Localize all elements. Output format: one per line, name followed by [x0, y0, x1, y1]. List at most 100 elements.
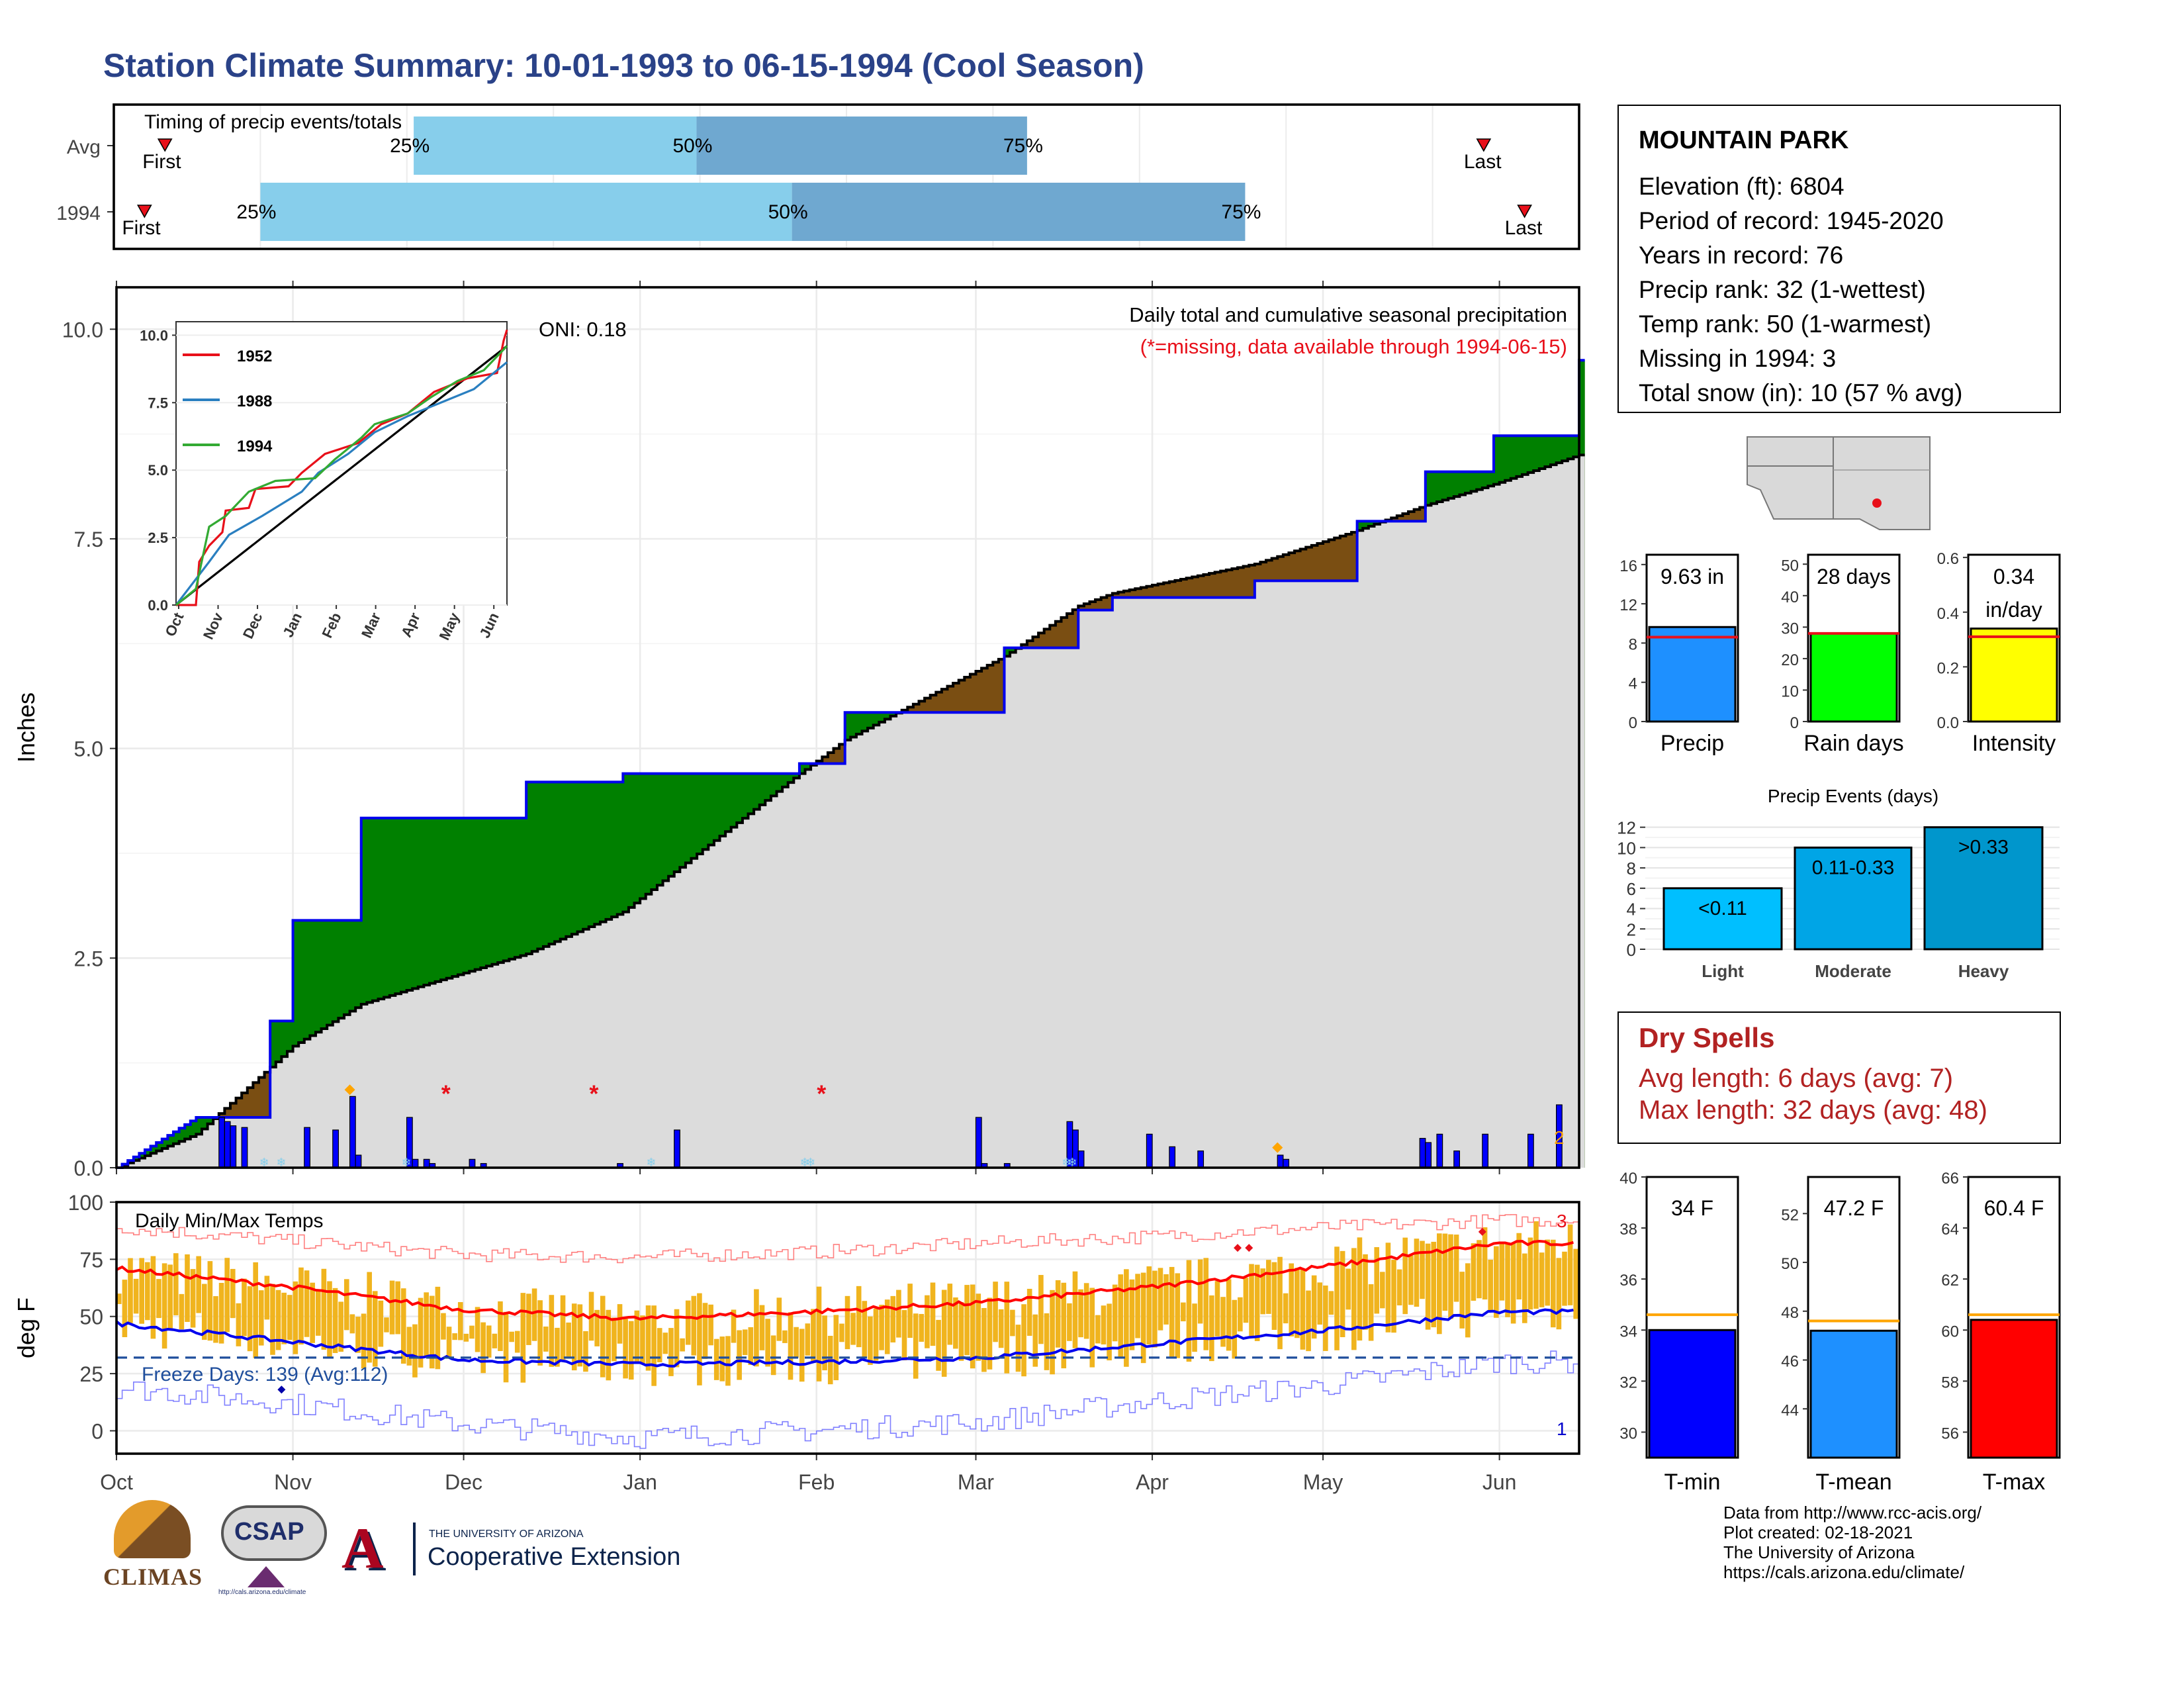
inset-legend-label: 1952	[237, 348, 272, 365]
daily-temp-bar	[1328, 1291, 1334, 1315]
daily-temp-bar	[998, 1309, 1004, 1348]
daily-temp-bar	[287, 1295, 293, 1340]
daily-temp-bar	[1527, 1237, 1533, 1310]
station-line: Temp rank: 50 (1-warmest)	[1639, 310, 1932, 338]
daily-precip-bar	[349, 1096, 356, 1168]
daily-temp-bar	[839, 1323, 844, 1342]
daily-temp-bar	[976, 1293, 981, 1361]
daily-precip-bar	[1277, 1154, 1284, 1168]
daily-temp-bar	[1181, 1302, 1186, 1322]
daily-temp-bar	[833, 1315, 839, 1381]
temp-summary-y-tick-label: 66	[1941, 1170, 1959, 1188]
daily-temp-bar	[759, 1305, 765, 1350]
record-high-marker-icon	[1234, 1244, 1242, 1252]
daily-temp-bar	[1351, 1248, 1357, 1350]
daily-temp-bar	[321, 1268, 327, 1350]
daily-temp-bar	[1192, 1303, 1197, 1352]
daily-temp-bar	[270, 1284, 275, 1355]
snow-marker-icon: ❄	[1068, 1156, 1077, 1169]
ua-small-text: THE UNIVERSITY OF ARIZONA	[429, 1528, 584, 1540]
daily-temp-bar	[1271, 1262, 1277, 1330]
temp-summary-y-tick-label: 32	[1619, 1374, 1637, 1391]
temp-summary-value-label: 34 F	[1671, 1196, 1713, 1220]
daily-temp-bar	[384, 1317, 389, 1333]
timing-bar-25-50	[260, 183, 792, 241]
timing-25-label: 25%	[236, 201, 276, 223]
last-marker-icon	[1517, 205, 1532, 218]
summary-y-tick-label: 16	[1619, 557, 1637, 575]
daily-temp-bar	[526, 1293, 531, 1345]
daily-precip-bar	[1169, 1146, 1176, 1168]
daily-temp-bar	[662, 1333, 668, 1354]
daily-temp-bar	[537, 1300, 543, 1366]
daily-temp-bar	[1021, 1304, 1026, 1377]
daily-temp-bar	[156, 1279, 161, 1319]
station-line: Total snow (in): 10 (57 % avg)	[1639, 379, 1963, 406]
timing-75-label: 75%	[1003, 135, 1043, 157]
daily-temp-bar	[190, 1269, 196, 1328]
daily-temp-bar	[1465, 1263, 1471, 1338]
daily-temp-bar	[1545, 1239, 1551, 1306]
snow-marker-icon: ❄	[646, 1156, 656, 1169]
daily-temp-bar	[230, 1268, 236, 1319]
temp-heading: Daily Min/Max Temps	[135, 1210, 324, 1232]
daily-temp-bar	[805, 1323, 811, 1356]
record-low-count: 1	[1557, 1419, 1567, 1439]
daily-precip-bar	[218, 1117, 225, 1168]
ua-big-text: Cooperative Extension	[428, 1544, 681, 1571]
oni-label: ONI: 0.18	[539, 318, 627, 341]
ua-a-icon: A	[341, 1516, 384, 1581]
daily-temp-bar	[1295, 1268, 1300, 1338]
daily-temp-bar	[1101, 1305, 1107, 1344]
daily-temp-bar	[264, 1276, 270, 1320]
daily-precip-bar	[1197, 1150, 1205, 1168]
timing-bar-25-50	[414, 117, 697, 175]
precip-panel-frame	[115, 286, 1580, 1169]
daily-temp-bar	[1396, 1269, 1402, 1306]
daily-temp-bar	[1038, 1275, 1044, 1344]
temp-summary-y-tick-label: 38	[1619, 1221, 1637, 1239]
daily-temp-bar	[281, 1292, 287, 1344]
daily-temp-bar	[185, 1254, 190, 1322]
summary-y-tick-label: 0.6	[1937, 550, 1959, 568]
daily-temp-bar	[788, 1312, 794, 1380]
precip-y-tick-label: 2.5	[74, 947, 103, 970]
record-high-count: 3	[1557, 1211, 1567, 1231]
daily-precip-bar	[230, 1125, 237, 1168]
daily-temp-bar	[435, 1286, 441, 1370]
arizona-map	[1747, 436, 1931, 530]
daily-temp-bar	[850, 1313, 856, 1345]
daily-temp-bar	[355, 1317, 361, 1353]
summary-y-tick-label: 12	[1619, 596, 1637, 614]
timing-frame	[113, 103, 1580, 250]
freeze-days-label: Freeze Days: 139 (Avg:112)	[142, 1364, 388, 1385]
precip-heading: Daily total and cumulative seasonal prec…	[1129, 303, 1567, 326]
temp-summary-y-tick-label: 56	[1941, 1425, 1959, 1442]
event-bar	[1794, 846, 1913, 951]
daily-temp-bar	[1425, 1243, 1431, 1330]
temp-summary-value-label: 47.2 F	[1824, 1196, 1884, 1220]
daily-temp-bar	[128, 1258, 133, 1323]
daily-temp-bar	[606, 1309, 612, 1381]
daily-temp-bar	[1158, 1268, 1163, 1331]
daily-temp-bar	[1556, 1258, 1562, 1330]
daily-temp-bar	[770, 1335, 776, 1376]
temp-summary-y-tick-label: 46	[1781, 1353, 1799, 1371]
daily-temp-bar	[298, 1267, 304, 1345]
temp-summary-y-tick-label: 36	[1619, 1272, 1637, 1289]
daily-temp-bar	[566, 1322, 571, 1358]
dry-spells-title: Dry Spells	[1639, 1023, 1775, 1054]
event-bar	[1923, 826, 2044, 951]
daily-temp-bar	[1408, 1255, 1414, 1305]
daily-temp-bar	[1129, 1279, 1135, 1350]
daily-precip-bar	[1527, 1133, 1534, 1168]
daily-temp-bar	[623, 1319, 628, 1379]
temp-y-tick-label: 75	[79, 1248, 103, 1272]
summary-x-label: Rain days	[1803, 731, 1903, 756]
daily-temp-bar	[1118, 1274, 1124, 1359]
daily-temp-bar	[1135, 1274, 1140, 1338]
daily-precip-bar	[469, 1158, 476, 1168]
daily-temp-bar	[1448, 1234, 1453, 1319]
daily-temp-bar	[1453, 1235, 1459, 1302]
